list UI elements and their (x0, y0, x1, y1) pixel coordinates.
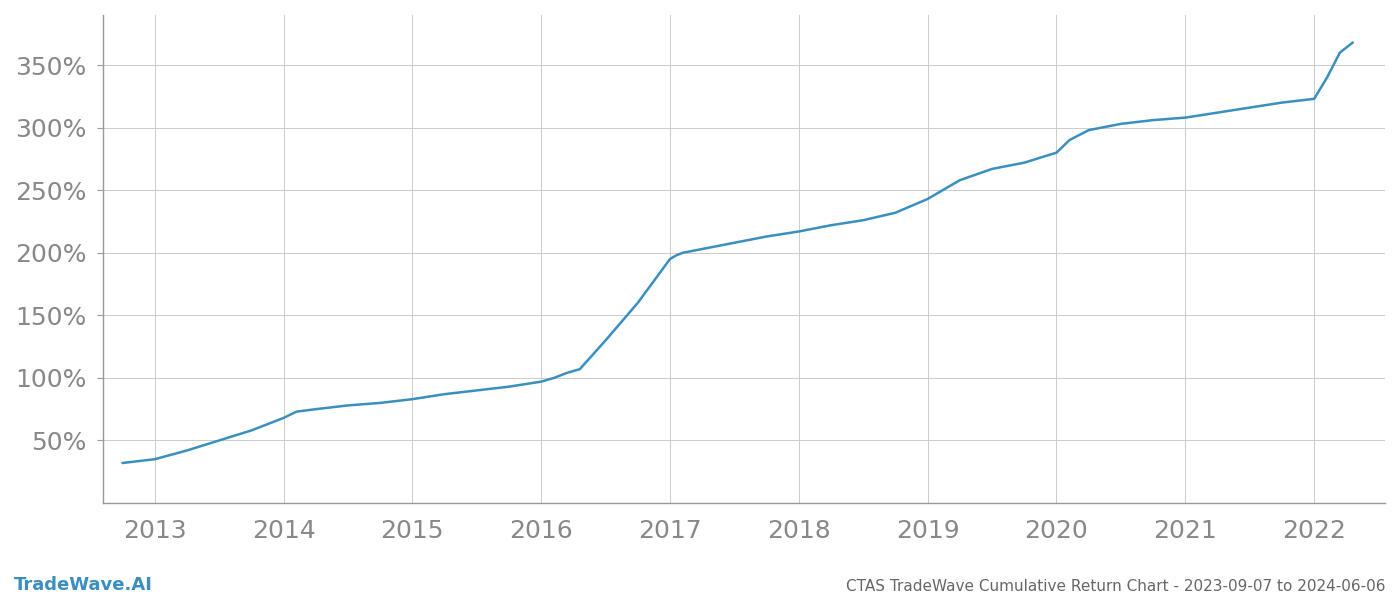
Text: TradeWave.AI: TradeWave.AI (14, 576, 153, 594)
Text: CTAS TradeWave Cumulative Return Chart - 2023-09-07 to 2024-06-06: CTAS TradeWave Cumulative Return Chart -… (847, 579, 1386, 594)
